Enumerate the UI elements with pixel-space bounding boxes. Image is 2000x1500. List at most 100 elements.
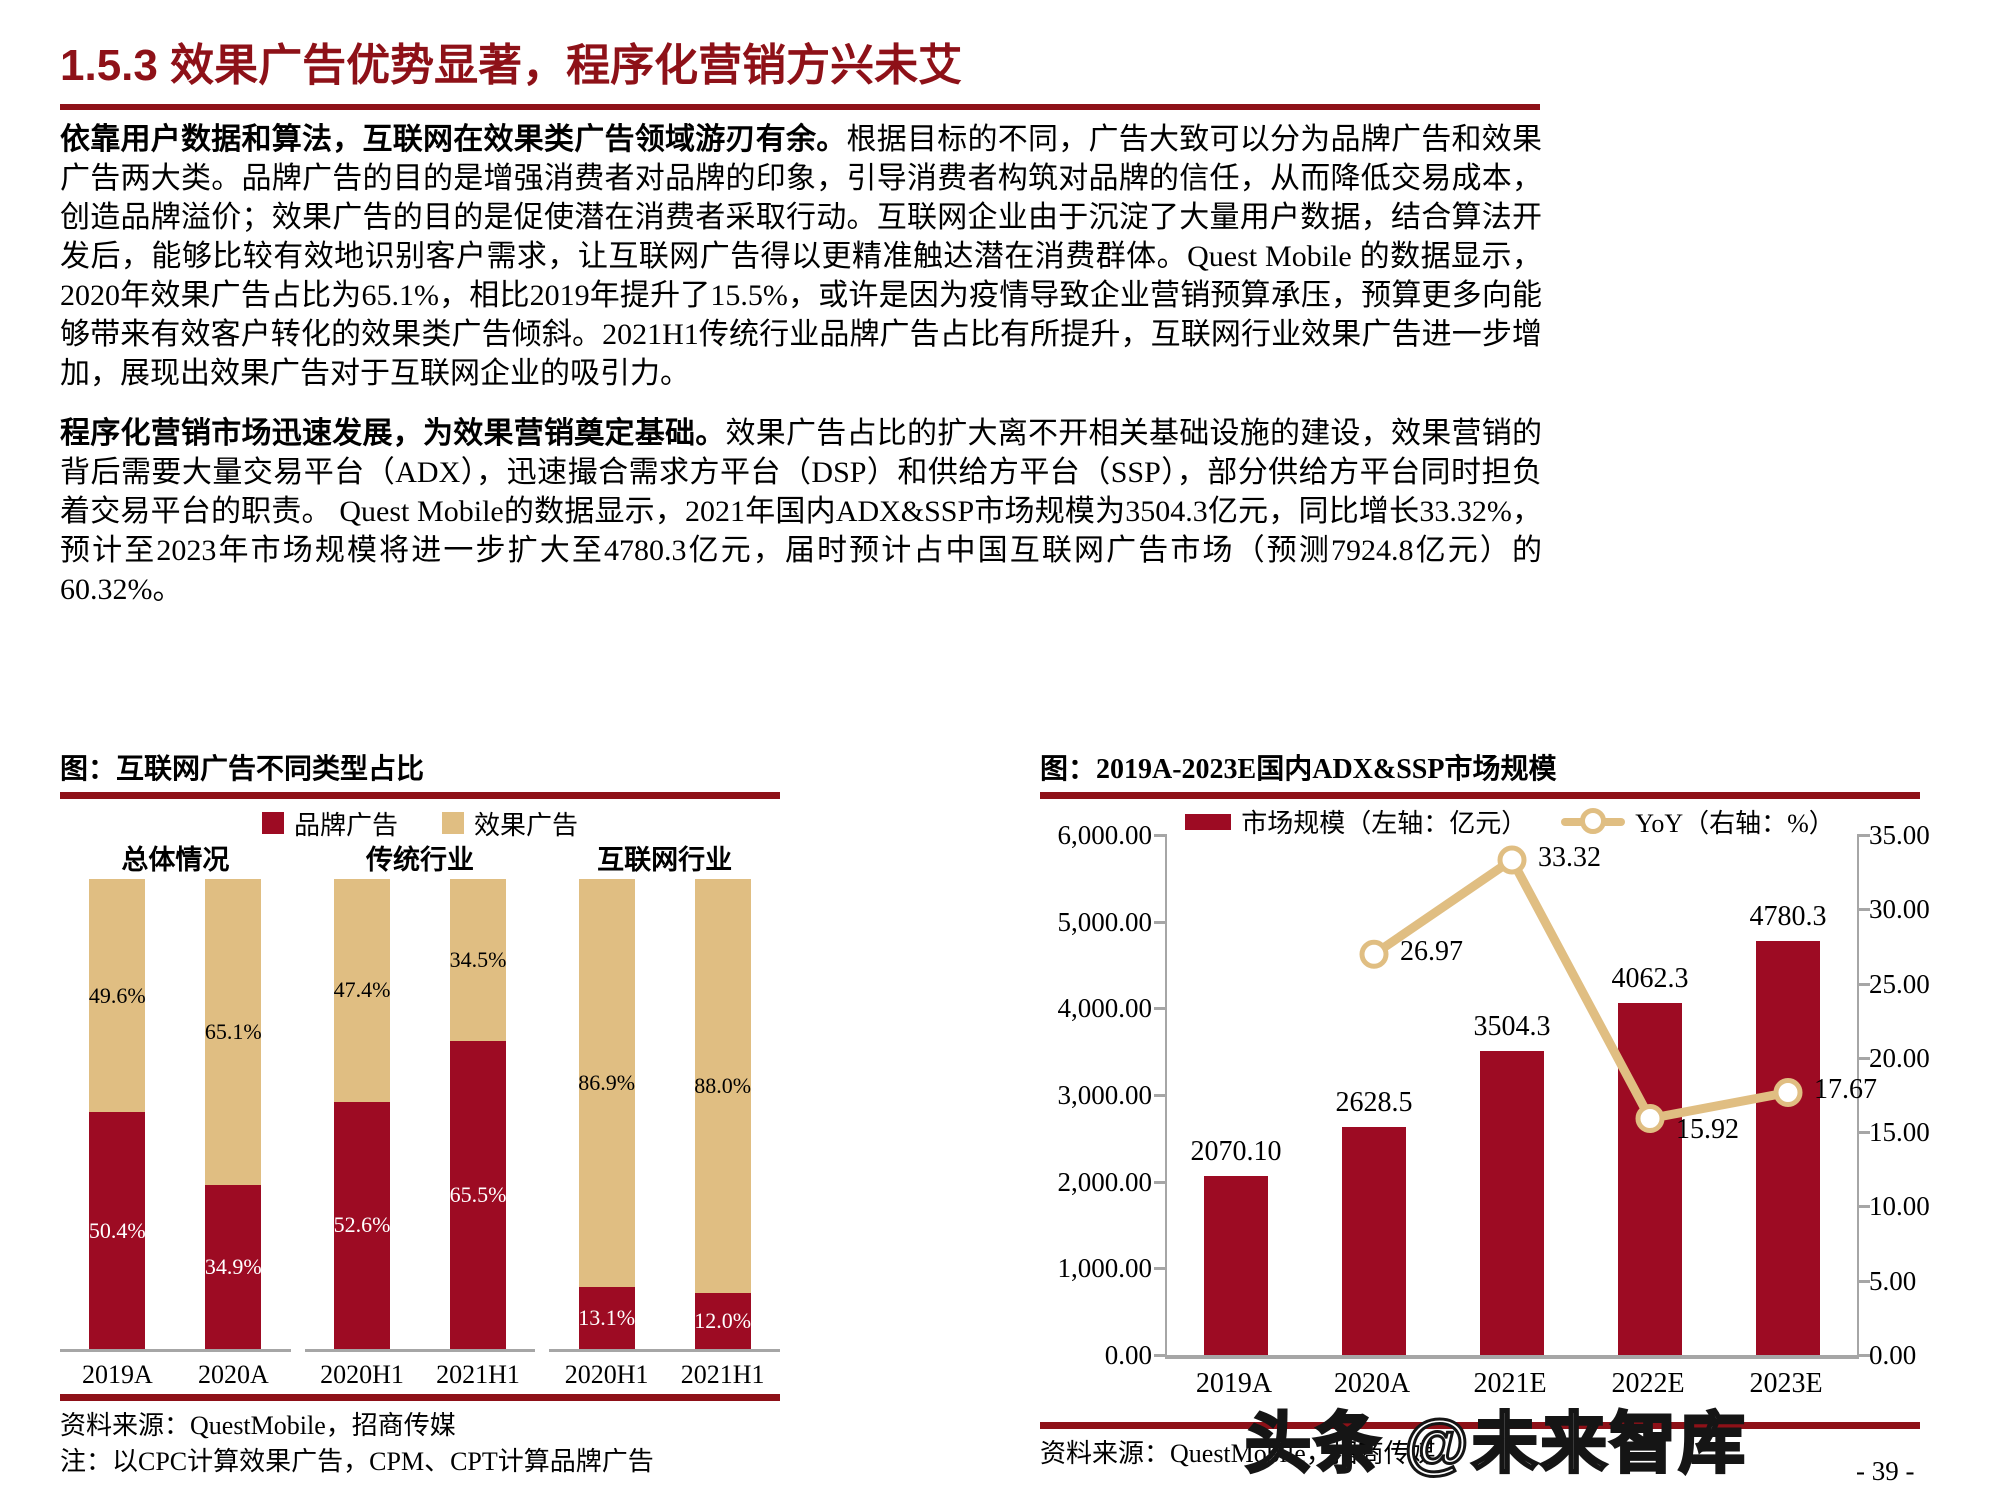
effect-ad-segment: 86.9% xyxy=(578,879,636,1288)
bar-group-baseline: 86.9% 13.1% 88.0% 12.0% xyxy=(549,879,780,1352)
bar-slot: 65.1% 34.9% xyxy=(177,879,289,1349)
left-chart-plot: 总体情况 49.6% 50.4% 65.1% 34.9% 2019A 2020A 传统行业 47… xyxy=(60,841,780,1390)
right-chart-plot-area: 市场规模（左轴：亿元） YoY（右轴：%） 2070.10 2628.5 3504.3… xyxy=(1040,803,1930,1417)
page-title: 1.5.3 效果广告优势显著，程序化营销方兴未艾 xyxy=(60,41,963,90)
effect-ad-segment: 49.6% xyxy=(88,879,146,1113)
y-axis-right-tick-label: 30.00 xyxy=(1869,894,1930,925)
market-size-value-label: 4062.3 xyxy=(1611,962,1689,994)
paragraph-2-body: 效果广告占比的扩大离不开相关基础设施的建设，效果营销的背后需要大量交易平台（AD… xyxy=(60,417,1542,606)
bar-group-label: 传统行业 xyxy=(365,845,474,875)
y-axis-right-tick-label: 20.00 xyxy=(1869,1042,1930,1073)
bar-legend-swatch-icon xyxy=(1185,813,1232,830)
bar-slot: 88.0% 12.0% xyxy=(667,879,779,1349)
right-chart-title-rule xyxy=(1040,792,1920,799)
effect-ad-segment: 88.0% xyxy=(694,879,752,1293)
brand-ad-segment: 52.6% xyxy=(333,1101,391,1349)
line-legend-swatch-icon xyxy=(1561,807,1626,834)
x-axis-label: 2021H1 xyxy=(436,1360,520,1389)
paragraph-effect-ads: 依靠用户数据和算法，互联网在效果类广告领域游刃有余。根据目标的不同，广告大致可以… xyxy=(60,120,1542,393)
bar-group-xlabels: 2020H1 2021H1 xyxy=(305,1360,536,1390)
x-axis-label: 2023E xyxy=(1749,1368,1823,1399)
y-axis-right-tick-label: 10.00 xyxy=(1869,1191,1930,1222)
effect-ad-value-label: 86.9% xyxy=(578,1070,636,1096)
y-axis-left-tickmark xyxy=(1154,1267,1167,1271)
stacked-bar-2020H1: 47.4% 52.6% xyxy=(334,879,390,1349)
paragraph-2-lead: 程序化营销市场迅速发展，为效果营销奠定基础。 xyxy=(60,417,726,450)
y-axis-left-tick-label: 2,000.00 xyxy=(1057,1166,1153,1197)
stacked-bar-2020A: 65.1% 34.9% xyxy=(204,879,262,1349)
yoy-marker-icon xyxy=(1359,939,1389,969)
brand-ad-segment: 12.0% xyxy=(694,1292,752,1349)
effect-ad-value-label: 49.6% xyxy=(88,982,146,1008)
y-axis-left-tickmark xyxy=(1154,1007,1167,1011)
brand-ad-segment: 65.5% xyxy=(450,1041,506,1349)
left-chart-source: 资料来源：QuestMobile，招商传媒 xyxy=(60,1411,456,1440)
right-chart-title: 图：2019A-2023E国内ADX&SSP市场规模 xyxy=(1040,754,1557,785)
left-chart-note: 注：以CPC计算效果广告，CPM、CPT计算品牌广告 xyxy=(60,1447,654,1476)
brand-ad-segment: 34.9% xyxy=(204,1184,262,1349)
brand-ad-value-label: 52.6% xyxy=(333,1212,391,1238)
stacked-bar-2021H1: 88.0% 12.0% xyxy=(694,879,752,1349)
bar-group-baseline: 49.6% 50.4% 65.1% 34.9% xyxy=(60,879,291,1352)
legend-item-market-size: 市场规模（左轴：亿元） xyxy=(1185,803,1527,840)
brand-ad-value-label: 13.1% xyxy=(578,1305,636,1331)
line-marker-icon xyxy=(1580,807,1607,834)
stacked-bar-2020H1: 86.9% 13.1% xyxy=(578,879,636,1349)
x-axis-label: 2020H1 xyxy=(320,1360,404,1389)
market-size-value-label: 2070.10 xyxy=(1190,1135,1282,1167)
market-size-value-label: 2628.5 xyxy=(1335,1087,1413,1119)
legend-item-yoy: YoY（右轴：%） xyxy=(1561,803,1835,840)
y-axis-left-tick-label: 4,000.00 xyxy=(1057,993,1153,1024)
yoy-value-label: 33.32 xyxy=(1538,841,1601,873)
y-axis-right-tickmark xyxy=(1857,1205,1870,1209)
yoy-marker-icon xyxy=(1497,845,1527,875)
legend-label: 市场规模（左轴：亿元） xyxy=(1241,809,1528,838)
effect-ad-value-label: 47.4% xyxy=(333,977,391,1003)
title-divider xyxy=(60,104,1540,110)
y-axis-right-tick-label: 25.00 xyxy=(1869,968,1930,999)
x-axis-label: 2019A xyxy=(1195,1368,1273,1399)
market-size-value-label: 3504.3 xyxy=(1473,1011,1551,1043)
stacked-bar-2021H1: 34.5% 65.5% xyxy=(450,879,506,1349)
market-size-bar-2023E xyxy=(1756,940,1820,1355)
yoy-marker-icon xyxy=(1635,1103,1665,1133)
market-size-bar-2021E xyxy=(1480,1051,1544,1355)
brand-ad-value-label: 34.9% xyxy=(204,1253,262,1279)
bar-group-1: 传统行业 47.4% 52.6% 34.5% 65.5% 2020H1 2021H1 xyxy=(304,841,536,1390)
stacked-bar-2019A: 49.6% 50.4% xyxy=(88,879,146,1349)
y-axis-right-tickmark xyxy=(1857,1056,1870,1060)
watermark: 头条 @未来智库 xyxy=(1244,1405,1748,1482)
x-axis-label: 2020A xyxy=(1333,1368,1411,1399)
paragraph-1-body: 根据目标的不同，广告大致可以分为品牌广告和效果广告两大类。品牌广告的目的是增强消… xyxy=(60,123,1542,390)
left-chart-legend: 品牌广告 效果广告 xyxy=(60,807,780,840)
bar-group-baseline: 47.4% 52.6% 34.5% 65.5% xyxy=(304,879,536,1352)
bar-slot: 47.4% 52.6% xyxy=(306,879,418,1349)
y-axis-right-tickmark xyxy=(1857,834,1870,837)
x-axis-label: 2021E xyxy=(1473,1368,1547,1399)
effect-ad-value-label: 65.1% xyxy=(204,1018,262,1044)
legend-swatch-icon xyxy=(261,812,284,834)
y-axis-right-tick-label: 0.00 xyxy=(1869,1340,1917,1370)
yoy-marker-icon xyxy=(1773,1077,1803,1107)
yoy-value-label: 26.97 xyxy=(1400,936,1463,968)
x-axis-label: 2021H1 xyxy=(680,1360,765,1389)
effect-ad-value-label: 88.0% xyxy=(694,1072,752,1098)
bar-group-0: 总体情况 49.6% 50.4% 65.1% 34.9% 2019A 2020A xyxy=(60,841,291,1390)
x-axis-label: 2019A xyxy=(81,1360,153,1389)
chart-ad-type-share: 图：互联网广告不同类型占比 品牌广告 效果广告 总体情况 49.6% 50.4% 65.… xyxy=(60,753,780,1479)
effect-ad-segment: 47.4% xyxy=(334,879,390,1102)
x-axis-label: 2020H1 xyxy=(564,1360,649,1389)
effect-ad-value-label: 34.5% xyxy=(449,947,507,973)
y-axis-right-tickmark xyxy=(1857,1279,1870,1283)
brand-ad-value-label: 12.0% xyxy=(694,1307,752,1333)
paragraph-1-lead: 依靠用户数据和算法，互联网在效果类广告领域游刃有余。 xyxy=(60,123,847,156)
y-axis-left-tick-label: 5,000.00 xyxy=(1057,906,1153,937)
y-axis-left-tick-label: 6,000.00 xyxy=(1057,820,1153,850)
legend-swatch-icon xyxy=(442,812,464,834)
yoy-value-label: 15.92 xyxy=(1676,1114,1739,1146)
bar-slot: 86.9% 13.1% xyxy=(551,879,663,1349)
y-axis-right-tickmark xyxy=(1857,982,1870,986)
brand-ad-value-label: 50.4% xyxy=(88,1217,146,1243)
effect-ad-segment: 34.5% xyxy=(449,879,507,1042)
